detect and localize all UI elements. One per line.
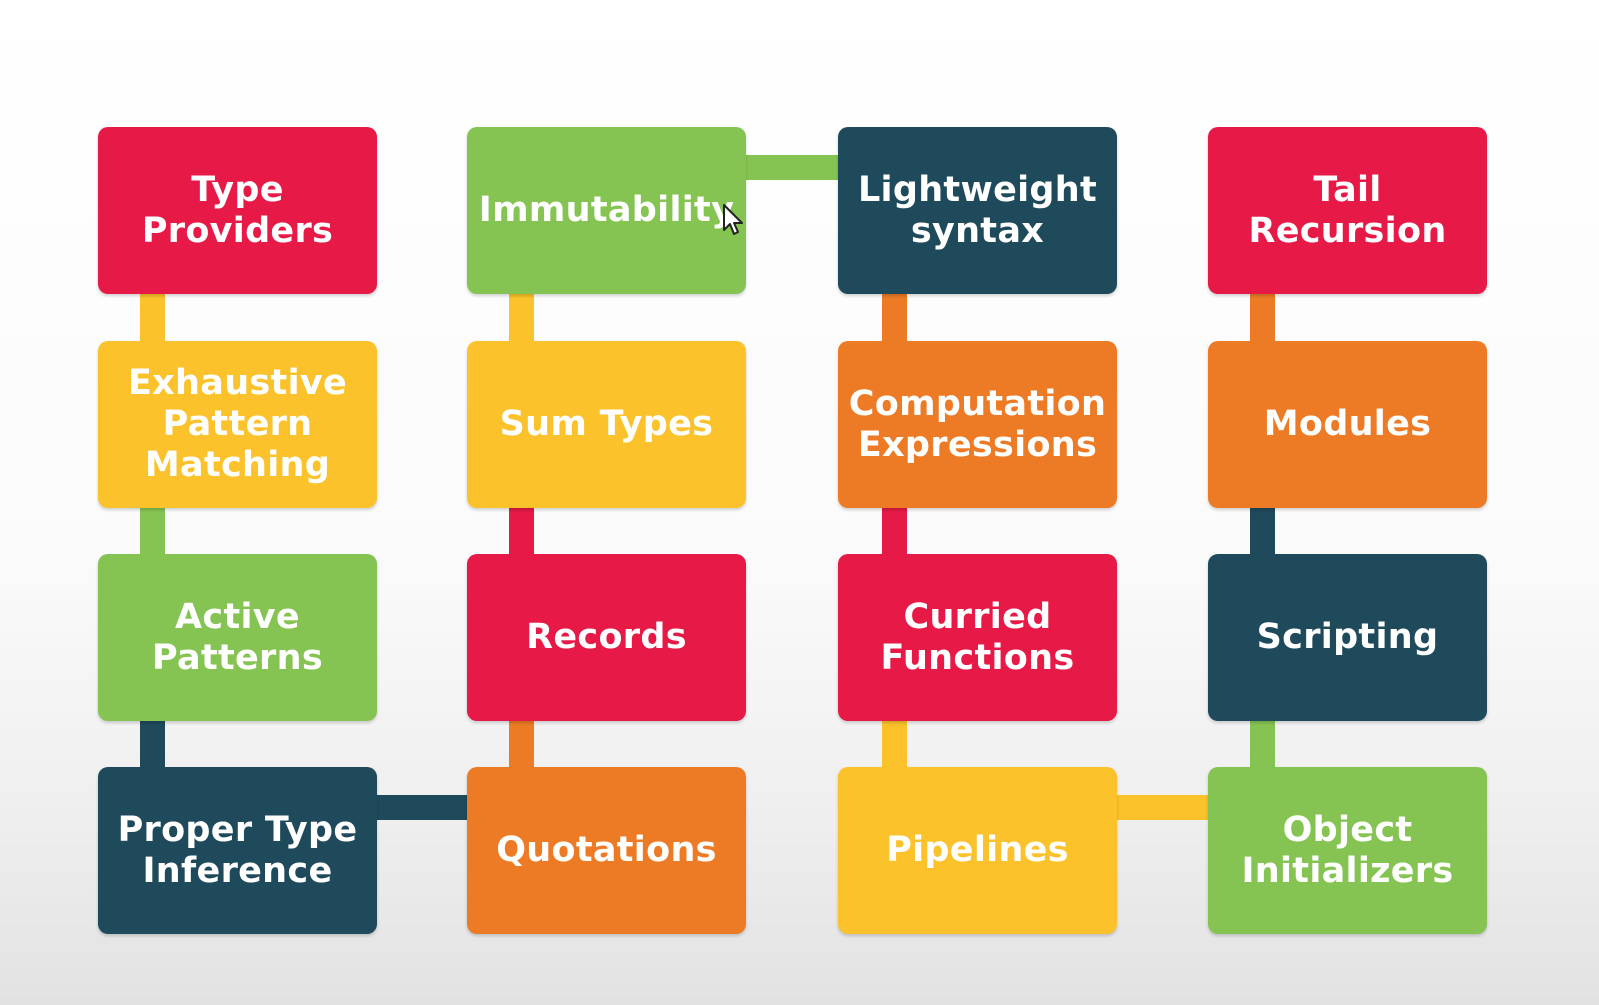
feature-label: Lightweight syntax xyxy=(857,169,1098,251)
vertical-connector xyxy=(1250,504,1275,558)
horizontal-connector xyxy=(742,155,842,180)
feature-box: Object Initializers xyxy=(1208,767,1487,934)
feature-label: Scripting xyxy=(1256,617,1439,657)
vertical-connector xyxy=(1250,717,1275,771)
feature-label: Records xyxy=(526,617,687,657)
feature-label: Immutability xyxy=(478,190,735,230)
feature-label: Computation Expressions xyxy=(848,383,1107,465)
vertical-connector xyxy=(509,504,534,558)
feature-box: Type Providers xyxy=(98,127,377,294)
feature-label: Modules xyxy=(1263,404,1432,444)
horizontal-connector xyxy=(1113,795,1212,820)
feature-box: Scripting xyxy=(1208,554,1487,721)
feature-label: Pipelines xyxy=(886,830,1069,870)
feature-box: Immutability xyxy=(467,127,746,294)
feature-label: Quotations xyxy=(496,830,717,870)
vertical-connector xyxy=(140,290,165,345)
feature-box: Pipelines xyxy=(838,767,1117,934)
feature-box: Records xyxy=(467,554,746,721)
feature-box: Sum Types xyxy=(467,341,746,508)
vertical-connector xyxy=(509,290,534,345)
feature-label: Object Initializers xyxy=(1241,809,1454,891)
vertical-connector xyxy=(140,504,165,558)
feature-label: Proper Type Inference xyxy=(117,809,358,891)
feature-label: Exhaustive Pattern Matching xyxy=(127,363,348,485)
feature-box: Computation Expressions xyxy=(838,341,1117,508)
feature-box: Exhaustive Pattern Matching xyxy=(98,341,377,508)
feature-label: Curried Functions xyxy=(880,596,1075,678)
feature-label: Tail Recursion xyxy=(1248,169,1447,251)
feature-box: Proper Type Inference xyxy=(98,767,377,934)
vertical-connector xyxy=(882,290,907,345)
feature-box: Curried Functions xyxy=(838,554,1117,721)
feature-label: Sum Types xyxy=(499,404,714,444)
feature-box: Quotations xyxy=(467,767,746,934)
vertical-connector xyxy=(1250,290,1275,345)
feature-box: Lightweight syntax xyxy=(838,127,1117,294)
vertical-connector xyxy=(882,504,907,558)
vertical-connector xyxy=(509,717,534,771)
vertical-connector xyxy=(882,717,907,771)
feature-box: Active Patterns xyxy=(98,554,377,721)
feature-label: Active Patterns xyxy=(152,596,323,678)
feature-box: Tail Recursion xyxy=(1208,127,1487,294)
horizontal-connector xyxy=(373,795,471,820)
feature-label: Type Providers xyxy=(141,169,334,251)
mouse-pointer-icon xyxy=(723,204,743,235)
feature-box: Modules xyxy=(1208,341,1487,508)
vertical-connector xyxy=(140,717,165,771)
